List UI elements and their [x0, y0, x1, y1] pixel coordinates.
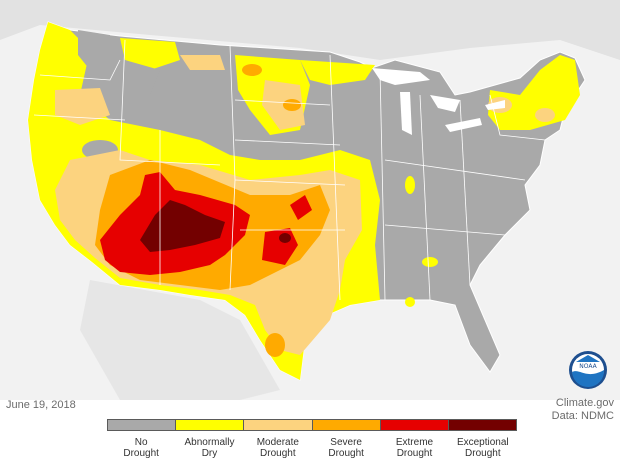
legend-swatch-extreme-drought — [380, 420, 449, 430]
legend-label-extreme-drought: Extreme Drought — [395, 437, 434, 459]
legend-label-moderate-drought: Moderate Drought — [256, 437, 299, 459]
mexico-land — [80, 280, 280, 400]
noaa-logo: NOAA — [568, 350, 608, 395]
state-boundaries — [33, 39, 546, 301]
us-drought-map-svg — [0, 0, 620, 400]
legend-swatch-abnormally-dry — [176, 420, 245, 430]
legend-label-severe-drought: Severe Drought — [328, 437, 364, 459]
drought-map — [0, 0, 620, 400]
legend-swatch-exceptional-drought — [448, 420, 517, 430]
credit-source: Climate.gov — [555, 397, 614, 409]
noaa-logo-text: NOAA — [579, 363, 597, 370]
legend-swatch-severe-drought — [312, 420, 381, 430]
legend-color-bar — [107, 419, 517, 431]
legend-label-no-drought: No Drought — [123, 437, 159, 459]
legend-swatch-moderate-drought — [244, 420, 313, 430]
map-credit: Climate.gov Data: NDMC — [552, 397, 614, 423]
legend-labels: No Drought Abnormally Dry Moderate Drought … — [107, 437, 517, 459]
legend-label-exceptional-drought: Exceptional Drought — [456, 437, 509, 459]
great-lakes — [372, 68, 505, 135]
legend-swatch-no-drought — [108, 420, 177, 430]
map-date: June 19, 2018 — [6, 399, 76, 411]
canada-land — [0, 0, 620, 60]
credit-data: Data: NDMC — [551, 410, 614, 422]
d4-exceptional-drought-areas — [140, 200, 291, 252]
legend-label-abnormally-dry: Abnormally Dry — [184, 437, 235, 459]
